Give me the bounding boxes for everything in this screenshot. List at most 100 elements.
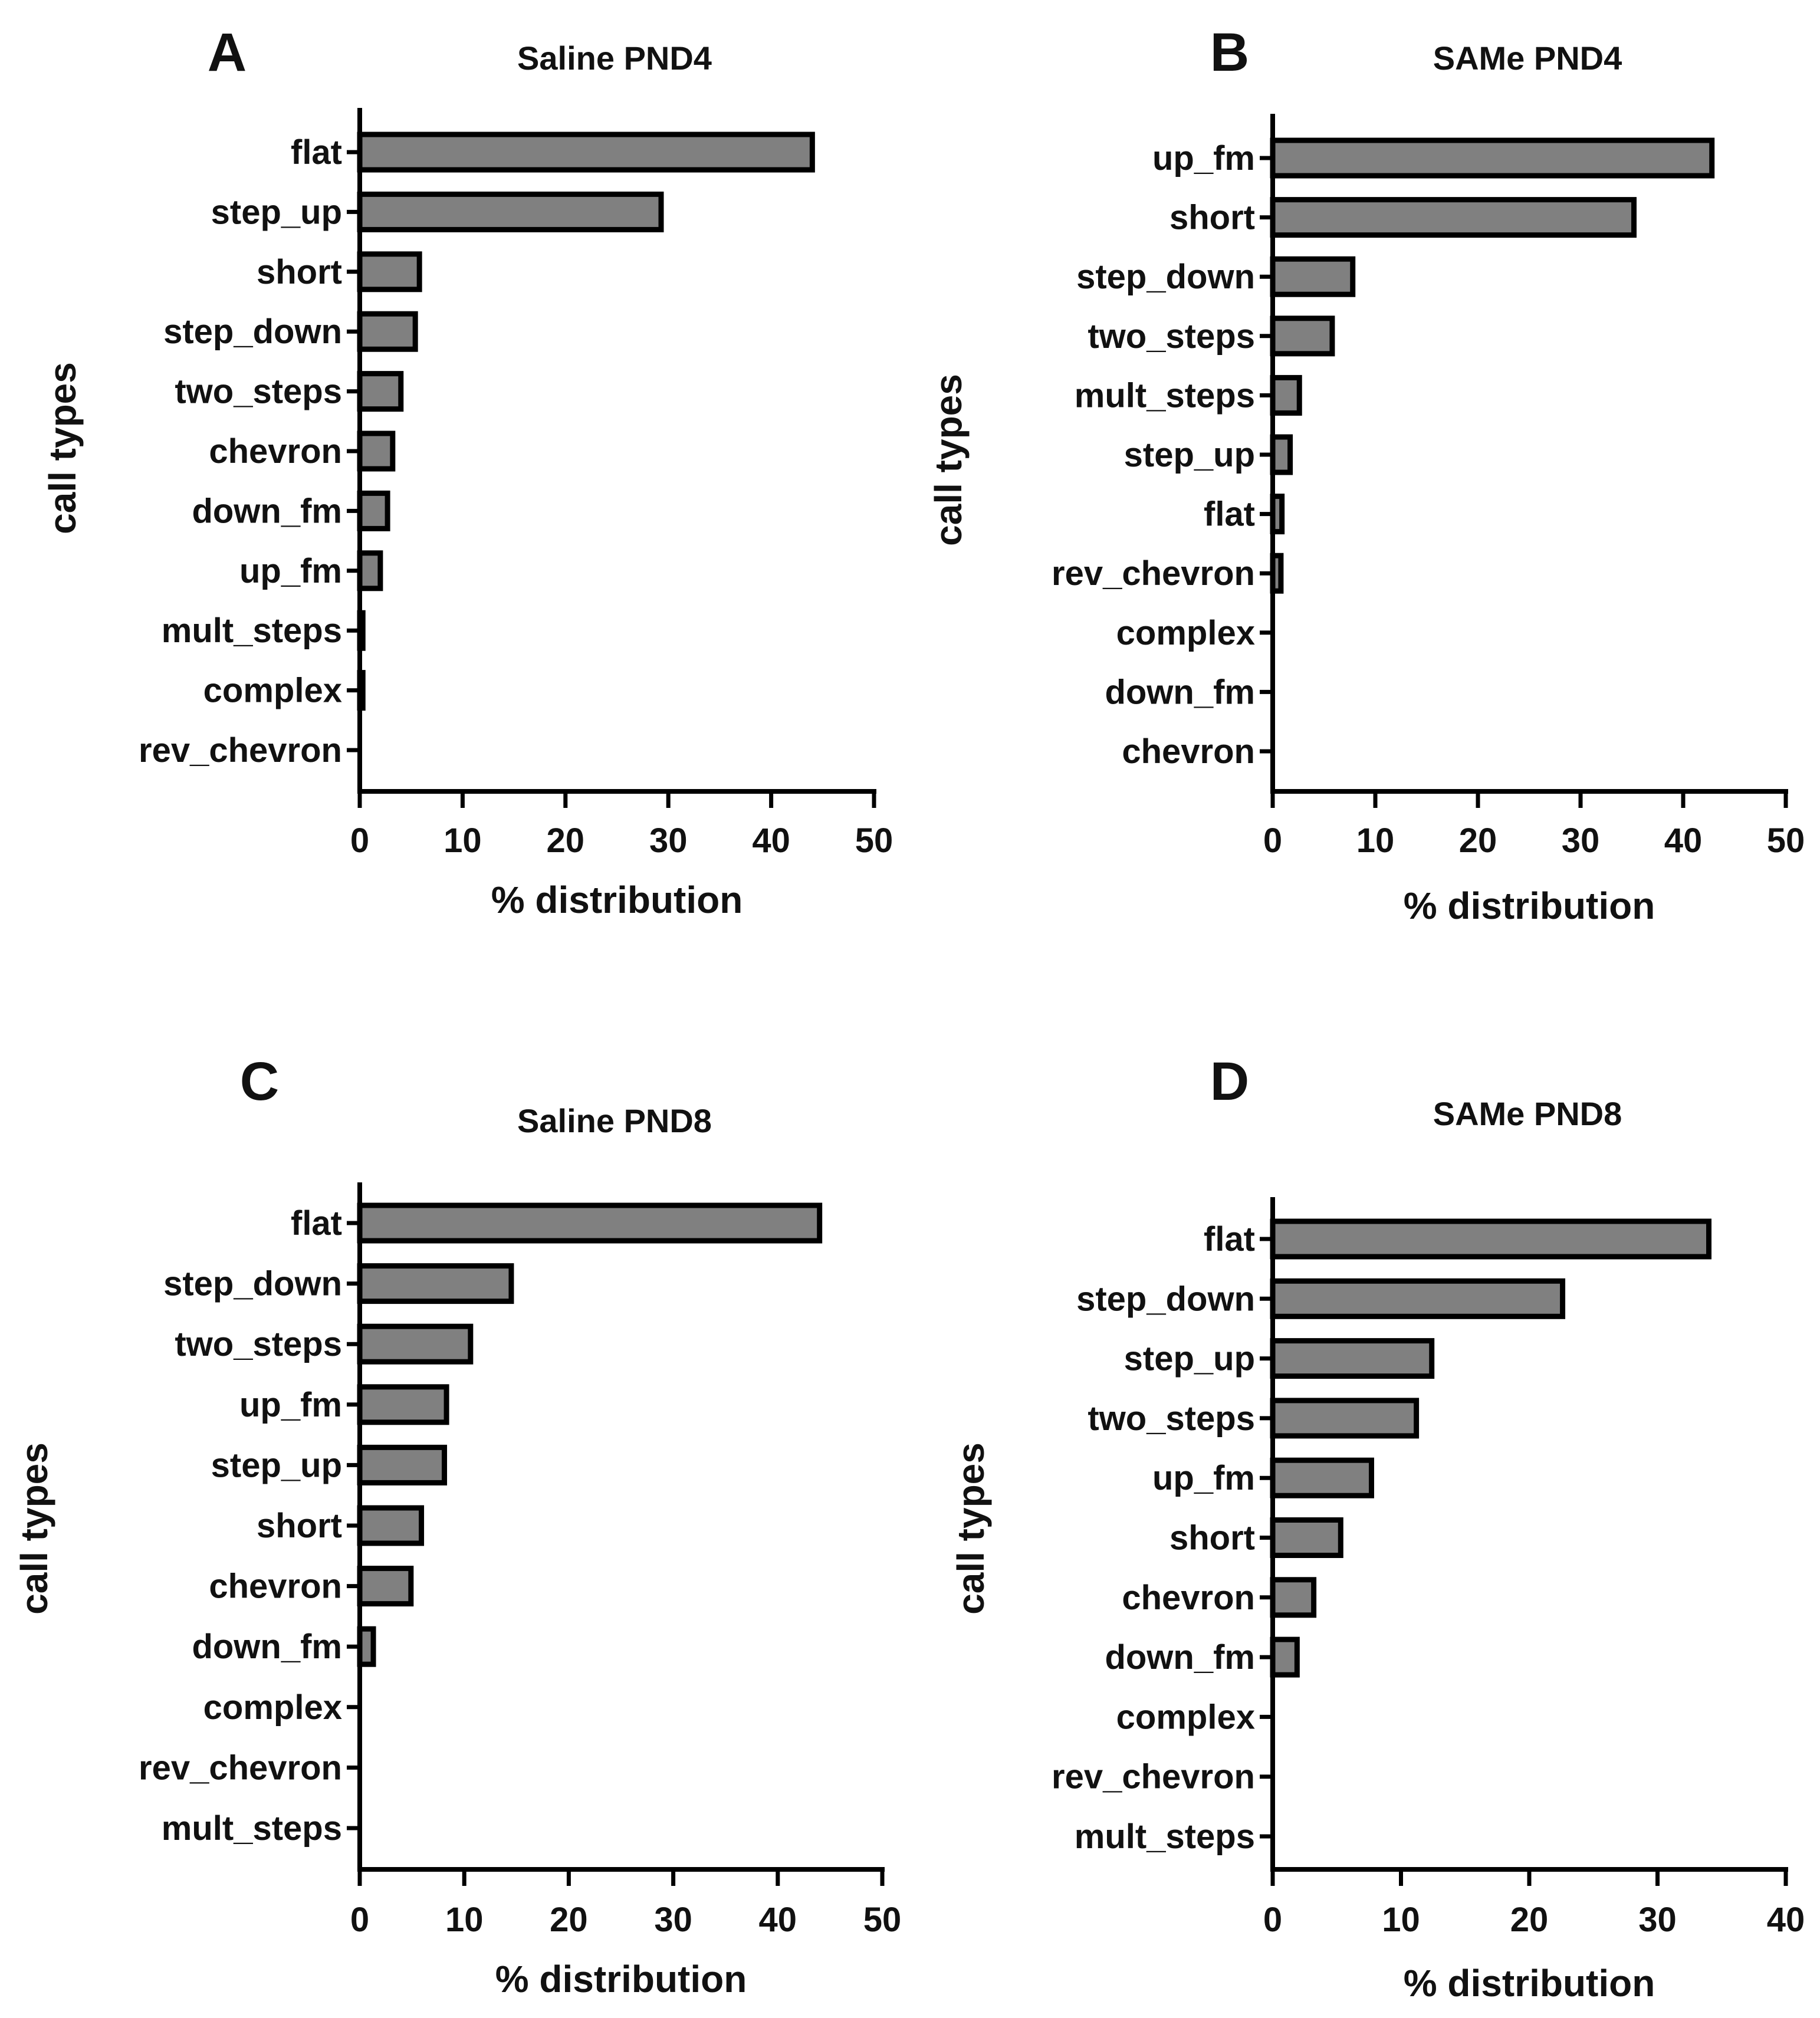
bar-two_steps bbox=[1270, 1398, 1420, 1439]
bar-mult_steps bbox=[1270, 374, 1302, 416]
x-axis-title: % distribution bbox=[1404, 885, 1655, 927]
category-label: up_fm bbox=[239, 552, 342, 590]
x-axis-title: % distribution bbox=[495, 1958, 747, 2000]
bar-flat bbox=[357, 132, 815, 173]
category-label: step_up bbox=[1124, 1340, 1255, 1378]
bar-up_fm bbox=[1270, 137, 1715, 179]
bar-flat bbox=[1270, 1218, 1711, 1260]
category-label: up_fm bbox=[239, 1386, 342, 1424]
y-axis-title: call types bbox=[13, 1442, 55, 1615]
category-label: two_steps bbox=[1088, 1399, 1255, 1438]
x-tick-label: 20 bbox=[1510, 1901, 1549, 1939]
bar-short bbox=[1270, 197, 1637, 238]
x-tick-label: 40 bbox=[1767, 1901, 1805, 1939]
x-tick-label: 40 bbox=[752, 821, 790, 860]
category-label: flat bbox=[291, 1204, 342, 1243]
x-tick-label: 30 bbox=[1638, 1901, 1677, 1939]
category-label: short bbox=[1169, 199, 1255, 237]
category-label: step_up bbox=[211, 193, 342, 231]
x-tick-label: 0 bbox=[350, 821, 369, 860]
bar-short bbox=[1270, 1517, 1343, 1558]
category-label: flat bbox=[1204, 1220, 1255, 1258]
category-label: short bbox=[1169, 1519, 1255, 1557]
x-tick-label: 10 bbox=[443, 821, 482, 860]
category-label: complex bbox=[1116, 1698, 1255, 1736]
category-label: step_down bbox=[163, 1265, 342, 1303]
category-label: two_steps bbox=[175, 1325, 342, 1363]
category-label: rev_chevron bbox=[139, 1749, 342, 1787]
category-label: mult_steps bbox=[1075, 1817, 1255, 1856]
bar-step_down bbox=[1270, 256, 1356, 297]
category-label: chevron bbox=[1122, 1579, 1255, 1617]
chart-title: Saline PND4 bbox=[517, 40, 712, 77]
bar-flat bbox=[357, 1202, 823, 1244]
category-label: up_fm bbox=[1152, 139, 1255, 178]
x-tick-label: 0 bbox=[1263, 1901, 1282, 1939]
panel-letter: A bbox=[208, 22, 247, 83]
bar-step_up bbox=[1270, 1338, 1435, 1379]
x-tick-label: 0 bbox=[350, 1901, 369, 1939]
category-label: chevron bbox=[209, 1567, 342, 1606]
category-label: short bbox=[257, 1507, 342, 1545]
x-tick-label: 20 bbox=[547, 821, 585, 860]
bar-step_down bbox=[357, 311, 418, 352]
chart-panel-c: C Saline PND8 call types % distribution flat… bbox=[13, 1051, 901, 2000]
category-label: short bbox=[257, 253, 342, 291]
x-tick-label: 30 bbox=[649, 821, 688, 860]
x-tick-label: 40 bbox=[1664, 821, 1703, 860]
category-label: mult_steps bbox=[162, 1809, 342, 1848]
category-label: mult_steps bbox=[1075, 376, 1255, 415]
category-label: flat bbox=[1204, 495, 1255, 534]
bar-chevron bbox=[357, 430, 396, 472]
category-label: complex bbox=[203, 1688, 342, 1727]
x-tick-label: 0 bbox=[1263, 821, 1282, 860]
category-label: mult_steps bbox=[162, 612, 342, 650]
x-tick-label: 10 bbox=[1356, 821, 1395, 860]
category-label: step_down bbox=[1076, 1280, 1255, 1318]
x-tick-label: 50 bbox=[1767, 821, 1805, 860]
bar-step_up bbox=[357, 191, 664, 232]
bar-two_steps bbox=[357, 371, 404, 412]
category-label: chevron bbox=[1122, 732, 1255, 771]
bar-short bbox=[357, 1505, 425, 1546]
category-label: rev_chevron bbox=[1052, 554, 1255, 593]
bar-up_fm bbox=[357, 550, 383, 591]
bar-chevron bbox=[357, 1566, 414, 1607]
category-label: step_down bbox=[1076, 258, 1255, 296]
x-axis-title: % distribution bbox=[491, 879, 743, 921]
category-label: rev_chevron bbox=[139, 731, 342, 770]
category-label: two_steps bbox=[1088, 317, 1255, 356]
bar-up_fm bbox=[357, 1384, 449, 1425]
chart-title: SAMe PND8 bbox=[1433, 1095, 1622, 1132]
bar-step_up bbox=[1270, 434, 1293, 475]
x-axis-title: % distribution bbox=[1404, 1962, 1655, 2004]
x-tick-label: 30 bbox=[654, 1901, 692, 1939]
bar-up_fm bbox=[1270, 1457, 1374, 1498]
bar-step_up bbox=[357, 1444, 448, 1485]
panel-letter: B bbox=[1210, 22, 1249, 83]
x-tick-label: 40 bbox=[759, 1901, 797, 1939]
category-label: chevron bbox=[209, 432, 342, 471]
chart-panel-b: B SAMe PND4 call types % distribution up_fms… bbox=[927, 22, 1805, 927]
category-label: down_fm bbox=[1105, 673, 1255, 711]
panel-letter: D bbox=[1210, 1051, 1249, 1112]
category-label: two_steps bbox=[175, 373, 342, 411]
category-label: step_up bbox=[1124, 436, 1255, 474]
y-axis-title: call types bbox=[927, 374, 970, 546]
bar-two_steps bbox=[1270, 315, 1335, 357]
bar-chevron bbox=[1270, 1577, 1317, 1618]
bar-short bbox=[357, 251, 422, 292]
category-label: flat bbox=[291, 133, 342, 172]
chart-panel-a: A Saline PND4 call types % distribution flat… bbox=[41, 22, 893, 921]
chart-title: Saline PND8 bbox=[517, 1102, 712, 1139]
x-tick-label: 10 bbox=[445, 1901, 484, 1939]
x-tick-label: 50 bbox=[855, 821, 893, 860]
bar-step_down bbox=[357, 1263, 514, 1304]
y-axis-title: call types bbox=[950, 1442, 992, 1615]
category-label: complex bbox=[1116, 614, 1255, 652]
category-label: step_up bbox=[211, 1446, 342, 1484]
x-tick-label: 10 bbox=[1382, 1901, 1420, 1939]
category-label: rev_chevron bbox=[1052, 1758, 1255, 1796]
x-tick-label: 50 bbox=[863, 1901, 902, 1939]
